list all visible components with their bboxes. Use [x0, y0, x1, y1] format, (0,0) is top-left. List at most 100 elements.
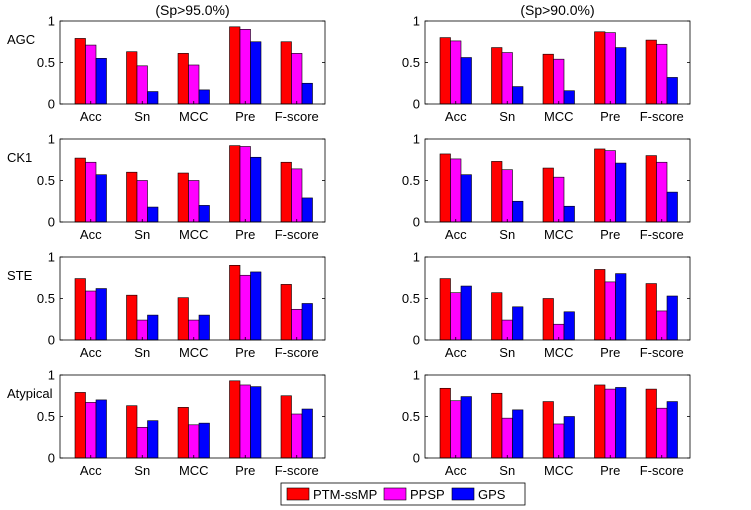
panel-3-bar-ptm-ssmp-pre	[229, 145, 241, 223]
panel-7-x-tick-label: Pre	[235, 463, 255, 478]
panel-7-bar-gps-pre	[250, 386, 262, 459]
panel-5-bar-ptm-ssmp-f-score	[280, 284, 292, 341]
panel-2-bar-ptm-ssmp-sn	[491, 47, 503, 105]
panel-6-bar-gps-acc	[460, 285, 472, 341]
panel-8-bar-ppsp-pre	[604, 388, 616, 459]
panel-7-bar-ptm-ssmp-sn	[126, 405, 138, 459]
panel-7-bar-ppsp-pre	[239, 384, 251, 459]
panel-5-bar-ptm-ssmp-pre	[229, 264, 241, 341]
panel-6-x-tick-label: Pre	[600, 345, 620, 360]
panel-4-bar-ptm-ssmp-pre	[594, 148, 606, 223]
panel-1-bar-ppsp-mcc	[188, 64, 200, 105]
panel-4-bar-ptm-ssmp-acc	[439, 153, 451, 223]
panel-4-bar-ptm-ssmp-f-score	[645, 155, 657, 223]
panel-6-x-tick-label: MCC	[544, 345, 574, 360]
panel-4-bar-ppsp-pre	[604, 150, 616, 223]
panel-6-bar-gps-sn	[512, 306, 524, 341]
panel-3-bar-ptm-ssmp-acc	[74, 157, 86, 223]
panel-2-bar-ptm-ssmp-f-score	[645, 39, 657, 105]
panel-6-bar-ptm-ssmp-acc	[439, 278, 451, 341]
panel-1-bar-gps-pre	[250, 41, 262, 105]
panel-1-x-tick-label: MCC	[179, 109, 209, 124]
panel-7-x-tick-label: MCC	[179, 463, 209, 478]
panel-1-bar-gps-sn	[147, 91, 159, 105]
panel-4-bar-gps-acc	[460, 174, 472, 223]
panel-8-bar-ppsp-sn	[501, 417, 513, 459]
panel-6-bar-gps-mcc	[563, 311, 575, 341]
panel-5-x-tick-label: Pre	[235, 345, 255, 360]
panel-3-bar-ppsp-f-score	[291, 168, 303, 223]
panel-3-y-tick-label: 0	[48, 215, 55, 230]
panel-5-x-tick-label: MCC	[179, 345, 209, 360]
panel-2-bar-ppsp-sn	[501, 52, 513, 105]
panel-7-bar-gps-mcc	[198, 422, 210, 459]
panel-6-bar-gps-f-score	[666, 295, 678, 341]
panel-5-bar-gps-acc	[95, 288, 107, 341]
panel-2-bar-ppsp-pre	[604, 32, 616, 105]
panel-2-bar-ptm-ssmp-pre	[594, 31, 606, 105]
legend-label-gps: GPS	[478, 487, 506, 502]
panel-1-bar-gps-acc	[95, 58, 107, 105]
panel-5-y-tick-label: 0.5	[37, 291, 55, 306]
panel-5-bar-ppsp-f-score	[291, 308, 303, 341]
panel-5-y-tick-label: 1	[48, 250, 55, 265]
panel-2-bar-ppsp-f-score	[656, 43, 668, 105]
panel-2-x-tick-label: MCC	[544, 109, 574, 124]
panel-1-x-tick-label: F-score	[275, 109, 319, 124]
panel-3-bar-gps-pre	[250, 156, 262, 223]
panel-1-bar-ptm-ssmp-sn	[126, 51, 138, 105]
panel-3-y-tick-label: 0.5	[37, 173, 55, 188]
panel-2-bar-gps-f-score	[666, 77, 678, 105]
panel-3-bar-gps-acc	[95, 174, 107, 223]
panel-7-x-tick-label: Acc	[80, 463, 102, 478]
panel-5-bar-gps-mcc	[198, 314, 210, 341]
panel-3-bar-ppsp-sn	[136, 180, 148, 223]
panel-7-bar-ppsp-acc	[85, 402, 97, 459]
panel-8-bar-gps-sn	[512, 409, 524, 459]
panel-7-y-tick-label: 0.5	[37, 409, 55, 424]
panel-3-bar-ppsp-mcc	[188, 180, 200, 223]
panel-8-bar-ptm-ssmp-sn	[491, 392, 503, 459]
panel-2-bar-ppsp-acc	[450, 40, 462, 105]
panel-3-bar-ptm-ssmp-mcc	[177, 172, 189, 223]
panel-8-x-tick-label: Sn	[499, 463, 515, 478]
panel-2-x-tick-label: Pre	[600, 109, 620, 124]
panel-1-bar-ptm-ssmp-acc	[74, 38, 86, 105]
panel-4-bar-gps-f-score	[666, 191, 678, 223]
panel-7-bar-ptm-ssmp-mcc	[177, 407, 189, 459]
panel-3-bar-ppsp-acc	[85, 161, 97, 223]
panel-8-bar-ppsp-f-score	[656, 407, 668, 459]
panel-2-y-tick-label: 1	[413, 14, 420, 29]
panel-6-y-tick-label: 1	[413, 250, 420, 265]
panel-3-bar-ppsp-pre	[239, 146, 251, 223]
panel-6-bar-ptm-ssmp-pre	[594, 269, 606, 341]
panel-5-bar-gps-sn	[147, 314, 159, 341]
panel-6-y-tick-label: 0	[413, 333, 420, 348]
legend-swatch-gps	[451, 487, 475, 501]
panel-6-bar-ptm-ssmp-sn	[491, 292, 503, 341]
panel-8-x-tick-label: Pre	[600, 463, 620, 478]
panel-1-bar-ptm-ssmp-mcc	[177, 53, 189, 105]
panel-1-y-tick-label: 1	[48, 14, 55, 29]
panel-5-bar-ppsp-acc	[85, 290, 97, 341]
panel-1-bar-gps-mcc	[198, 89, 210, 105]
panel-6-x-tick-label: Acc	[445, 345, 467, 360]
panel-4-bar-ptm-ssmp-sn	[491, 161, 503, 223]
panel-5-bar-gps-pre	[250, 271, 262, 341]
panel-2-bar-gps-acc	[460, 57, 472, 105]
panel-1-x-tick-label: Acc	[80, 109, 102, 124]
panel-2-x-tick-label: F-score	[640, 109, 684, 124]
panel-4-bar-ptm-ssmp-mcc	[542, 167, 554, 223]
panel-1-y-tick-label: 0	[48, 97, 55, 112]
legend-label-ptm-ssmp: PTM-ssMP	[313, 487, 377, 502]
panel-6-bar-gps-pre	[615, 273, 627, 341]
panel-8-bar-ptm-ssmp-mcc	[542, 401, 554, 459]
panel-3-bar-gps-f-score	[301, 197, 313, 223]
panel-7-x-tick-label: F-score	[275, 463, 319, 478]
panel-4-bar-gps-sn	[512, 200, 524, 223]
panel-1-x-tick-label: Sn	[134, 109, 150, 124]
panel-4-y-tick-label: 1	[413, 132, 420, 147]
panel-1-bar-gps-f-score	[301, 82, 313, 105]
panel-7-y-tick-label: 1	[48, 368, 55, 383]
panel-4-bar-ppsp-acc	[450, 158, 462, 223]
